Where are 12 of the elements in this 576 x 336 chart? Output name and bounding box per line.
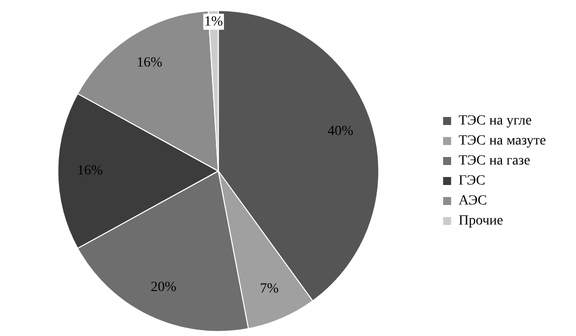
legend-label: ТЭС на угле <box>458 114 532 129</box>
data-label: 16% <box>136 55 163 70</box>
data-label: 20% <box>150 280 177 295</box>
legend-label: ТЭС на газе <box>458 154 530 169</box>
data-label: 40% <box>328 124 354 139</box>
legend-label: ГЭС <box>458 174 486 189</box>
legend-label: ТЭС на мазуте <box>458 134 546 149</box>
legend-label: АЭС <box>458 194 487 209</box>
data-label: 1% <box>204 14 224 30</box>
data-label: 16% <box>77 164 104 179</box>
data-label: 7% <box>260 282 279 297</box>
legend-label: Прочие <box>458 214 504 229</box>
